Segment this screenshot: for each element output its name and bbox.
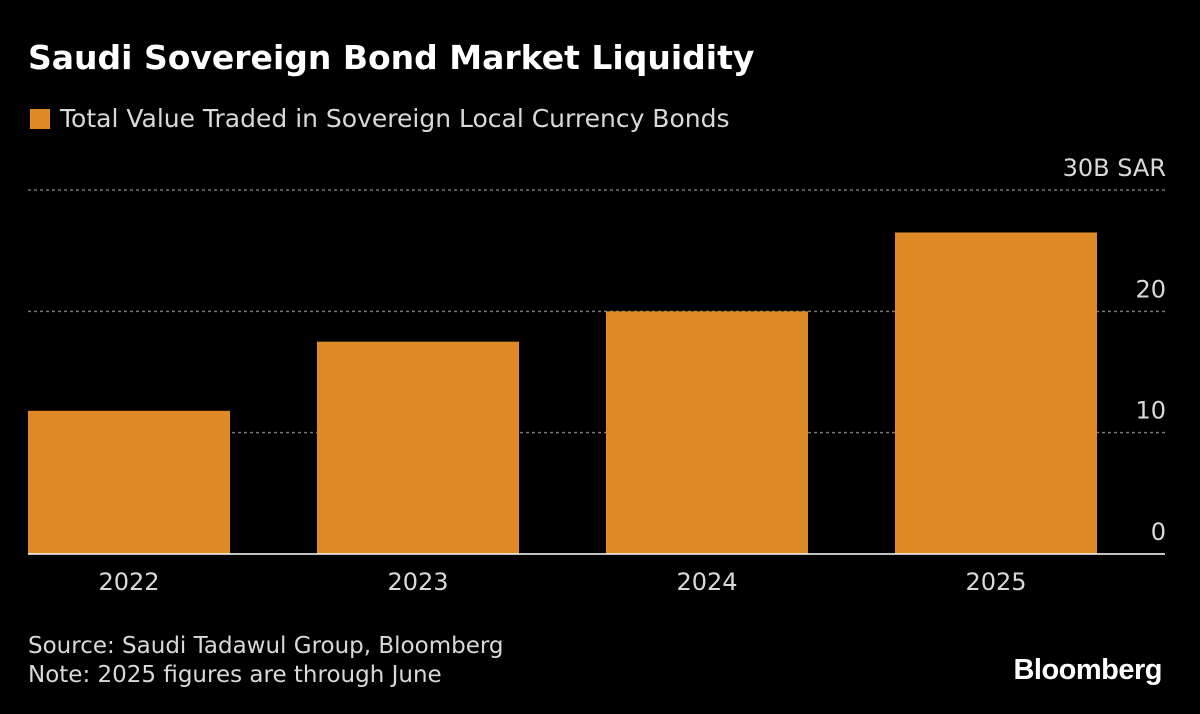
x-tick-label: 2023 bbox=[387, 568, 448, 596]
note-text: Note: 2025 figures are through June bbox=[28, 662, 442, 688]
legend: Total Value Traded in Sovereign Local Cu… bbox=[30, 104, 730, 133]
bar bbox=[28, 410, 230, 554]
legend-swatch bbox=[30, 108, 50, 129]
chart-title: Saudi Sovereign Bond Market Liquidity bbox=[28, 38, 755, 77]
bar bbox=[895, 232, 1097, 554]
y-tick-label: 20 bbox=[1135, 275, 1166, 303]
y-tick-label: 30B SAR bbox=[1063, 154, 1166, 182]
y-tick-label: 0 bbox=[1151, 518, 1166, 546]
legend-label: Total Value Traded in Sovereign Local Cu… bbox=[60, 104, 730, 133]
source-text: Source: Saudi Tadawul Group, Bloomberg bbox=[28, 633, 504, 659]
x-tick-label: 2024 bbox=[676, 568, 737, 596]
x-tick-label: 2025 bbox=[965, 568, 1026, 596]
bar bbox=[606, 311, 808, 554]
bar bbox=[317, 341, 519, 554]
x-tick-label: 2022 bbox=[98, 568, 159, 596]
bloomberg-logo: Bloomberg bbox=[1013, 654, 1162, 686]
y-tick-label: 10 bbox=[1135, 397, 1166, 425]
